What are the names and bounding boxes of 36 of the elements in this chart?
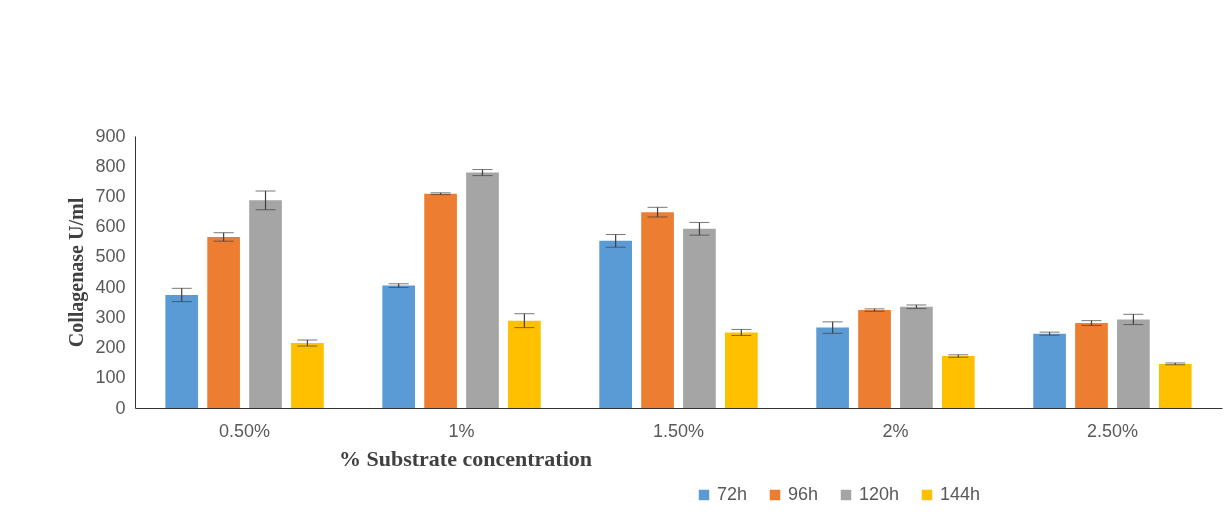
bar bbox=[816, 327, 849, 408]
bar bbox=[900, 306, 933, 408]
y-tick-label: 300 bbox=[95, 306, 126, 327]
bar bbox=[165, 294, 199, 408]
bar bbox=[941, 356, 975, 408]
y-tick-label: 200 bbox=[95, 337, 126, 358]
y-tick-label: 100 bbox=[95, 367, 126, 388]
bar bbox=[1117, 319, 1150, 408]
x-tick-label: 0.50% bbox=[219, 420, 271, 441]
bar bbox=[641, 212, 674, 408]
bar bbox=[249, 200, 282, 408]
x-tick-label: 1.50% bbox=[652, 420, 705, 441]
bar bbox=[1158, 363, 1192, 408]
bar bbox=[683, 228, 716, 408]
bar bbox=[1033, 333, 1066, 408]
bar bbox=[424, 193, 457, 408]
y-tick-label: 600 bbox=[95, 216, 126, 237]
x-tick-label: 2% bbox=[882, 420, 909, 441]
y-tick-label: 500 bbox=[95, 246, 126, 267]
legend-label: 96h bbox=[788, 484, 819, 504]
bar bbox=[382, 285, 416, 408]
y-tick-label: 800 bbox=[95, 155, 126, 176]
bar bbox=[858, 310, 891, 408]
y-tick-label: 400 bbox=[95, 276, 126, 297]
y-tick-label: 900 bbox=[95, 125, 126, 146]
y-tick-label: 700 bbox=[95, 185, 126, 206]
legend-label: 120h bbox=[859, 484, 900, 504]
x-tick-label: 2.50% bbox=[1086, 420, 1138, 441]
y-axis-title: Collagenase U/ml bbox=[65, 197, 89, 348]
bar bbox=[599, 240, 632, 408]
x-tick-label: 1% bbox=[448, 420, 475, 441]
y-tick-label: 0 bbox=[115, 397, 126, 418]
bar bbox=[508, 320, 541, 408]
legend-label: 144h bbox=[940, 484, 981, 504]
legend-label: 72h bbox=[717, 484, 748, 504]
x-axis-title: % Substrate concentration bbox=[339, 445, 592, 471]
